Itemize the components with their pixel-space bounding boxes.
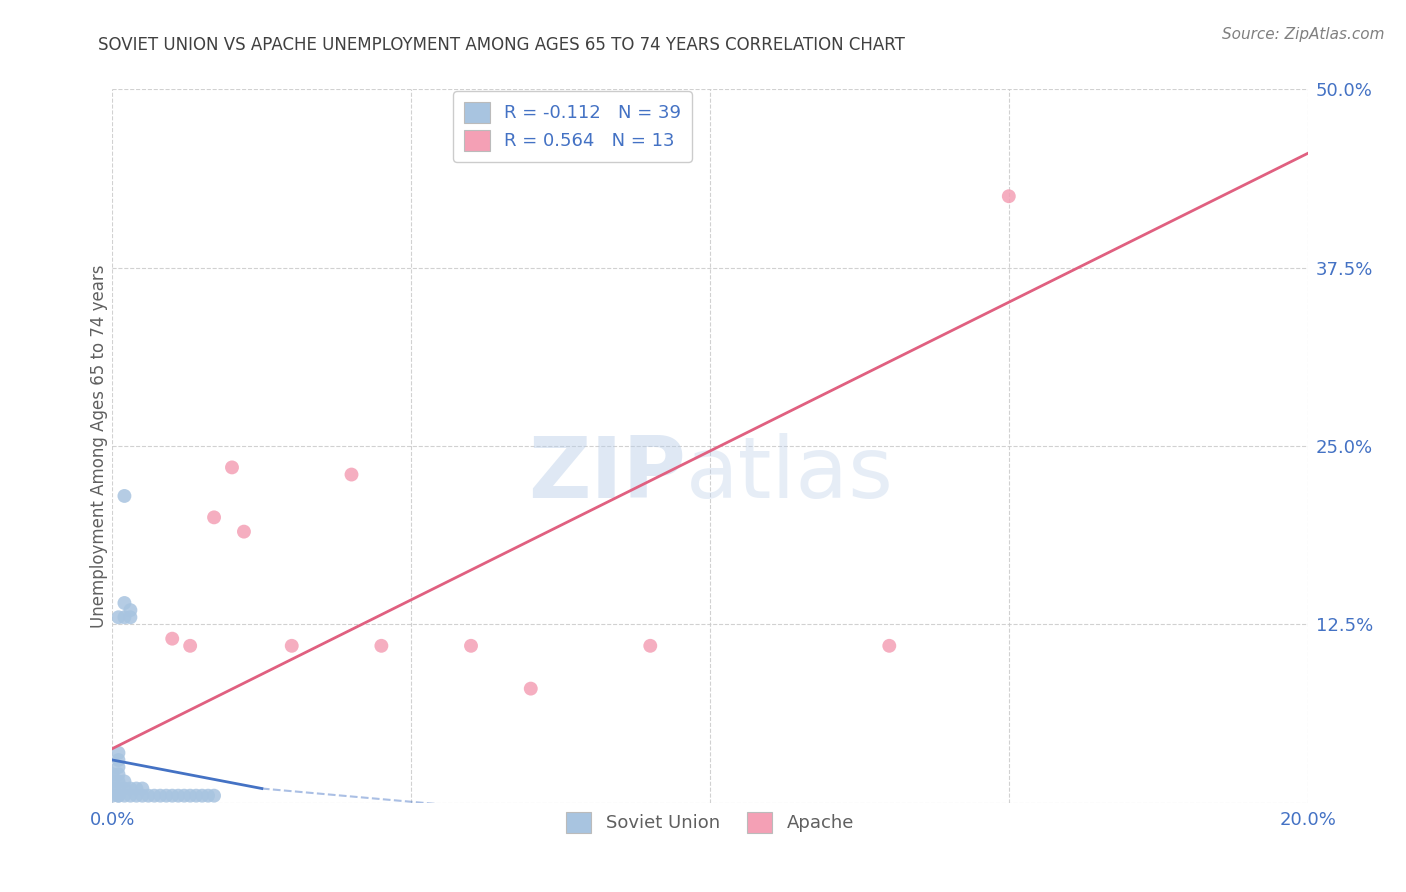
Point	[520, 681, 543, 696]
Point	[202, 510, 225, 524]
Point	[131, 789, 153, 803]
Text: atlas: atlas	[686, 433, 894, 516]
Point	[179, 639, 201, 653]
Point	[125, 789, 148, 803]
Y-axis label: Unemployment Among Ages 65 to 74 years: Unemployment Among Ages 65 to 74 years	[90, 264, 108, 628]
Point	[114, 789, 135, 803]
Point	[101, 774, 124, 789]
Point	[114, 781, 135, 796]
Legend: Soviet Union, Apache: Soviet Union, Apache	[555, 801, 865, 844]
Point	[186, 789, 208, 803]
Point	[125, 781, 148, 796]
Point	[101, 767, 124, 781]
Point	[370, 639, 392, 653]
Point	[149, 789, 172, 803]
Point	[191, 789, 214, 803]
Point	[107, 781, 129, 796]
Point	[640, 639, 662, 653]
Point	[107, 610, 129, 624]
Point	[107, 767, 129, 781]
Text: Source: ZipAtlas.com: Source: ZipAtlas.com	[1222, 27, 1385, 42]
Point	[221, 460, 243, 475]
Point	[155, 789, 177, 803]
Point	[202, 789, 225, 803]
Point	[131, 781, 153, 796]
Point	[107, 789, 129, 803]
Point	[114, 610, 135, 624]
Point	[107, 753, 129, 767]
Point	[173, 789, 195, 803]
Text: ZIP: ZIP	[529, 433, 686, 516]
Point	[120, 610, 142, 624]
Point	[120, 781, 142, 796]
Point	[162, 789, 183, 803]
Point	[167, 789, 190, 803]
Point	[120, 789, 142, 803]
Point	[107, 746, 129, 760]
Point	[197, 789, 219, 803]
Point	[101, 781, 124, 796]
Point	[107, 774, 129, 789]
Point	[340, 467, 363, 482]
Point	[879, 639, 901, 653]
Point	[107, 789, 129, 803]
Point	[138, 789, 160, 803]
Point	[998, 189, 1021, 203]
Point	[120, 603, 142, 617]
Text: SOVIET UNION VS APACHE UNEMPLOYMENT AMONG AGES 65 TO 74 YEARS CORRELATION CHART: SOVIET UNION VS APACHE UNEMPLOYMENT AMON…	[98, 36, 905, 54]
Point	[114, 596, 135, 610]
Point	[179, 789, 201, 803]
Point	[162, 632, 183, 646]
Point	[101, 789, 124, 803]
Point	[143, 789, 166, 803]
Point	[460, 639, 482, 653]
Point	[114, 489, 135, 503]
Point	[114, 774, 135, 789]
Point	[107, 760, 129, 774]
Point	[281, 639, 304, 653]
Point	[233, 524, 256, 539]
